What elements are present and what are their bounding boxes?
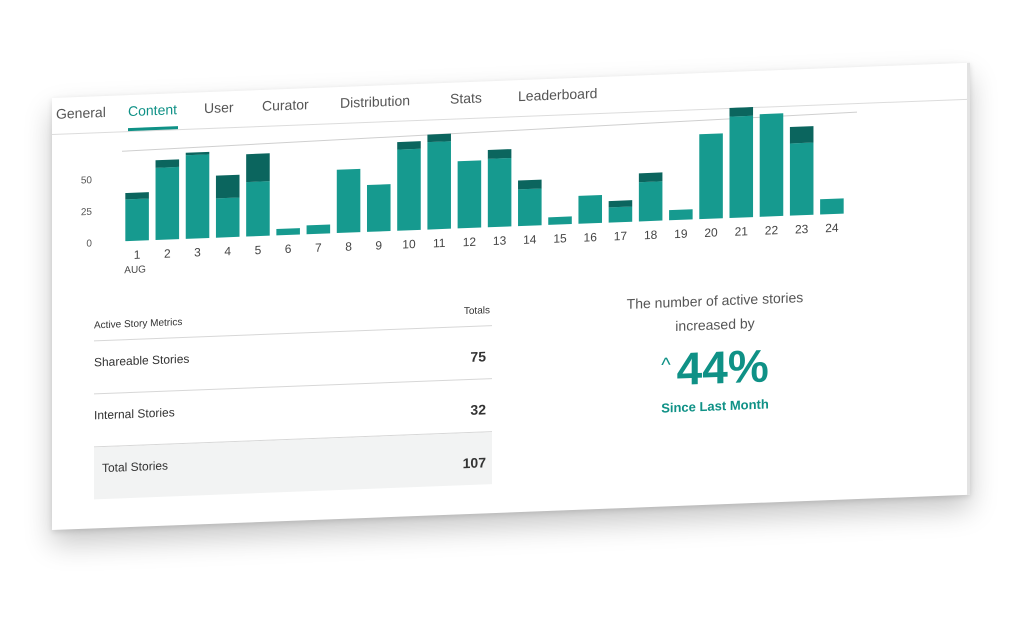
bar-segment-secondary	[185, 151, 210, 156]
x-tick-label: 7	[315, 241, 322, 255]
x-sub-label: AUG	[124, 264, 146, 276]
bar-segment-secondary	[638, 172, 663, 183]
tab-curator[interactable]: Curator	[262, 96, 309, 114]
x-tick-label: 4	[224, 244, 231, 258]
stat-since-label: Since Last Month	[661, 396, 769, 416]
bar-segment-secondary	[729, 106, 754, 117]
x-tick-label: 20	[704, 225, 718, 240]
bar-segment-primary	[669, 209, 693, 221]
metrics-row-value: 32	[470, 401, 486, 418]
bar-segment-primary	[487, 157, 512, 228]
bar-segment-primary	[215, 197, 240, 238]
stat-percent: 44%	[676, 339, 769, 396]
y-tick-label: 25	[81, 207, 93, 218]
metrics-row-value: 107	[462, 454, 486, 472]
tab-general[interactable]: General	[56, 103, 106, 122]
metrics-header-label: Active Story Metrics	[94, 316, 183, 332]
x-tick-label: 11	[433, 236, 446, 250]
metrics-row-label: Shareable Stories	[94, 351, 190, 370]
bar-segment-primary	[820, 198, 844, 215]
metrics-row-label: Total Stories	[102, 458, 169, 476]
metrics-row-value: 75	[470, 348, 486, 365]
y-tick-label: 50	[81, 175, 93, 186]
y-tick-label: 0	[86, 238, 92, 249]
x-tick-label: 3	[194, 245, 201, 259]
bar-segment-primary	[457, 160, 482, 229]
bar-segment-secondary	[397, 141, 421, 150]
bar-segment-primary	[427, 141, 451, 230]
x-tick-label: 21	[735, 224, 749, 239]
tab-distribution[interactable]: Distribution	[340, 92, 411, 111]
bar-segment-secondary	[608, 200, 633, 208]
bar-segment-primary	[699, 133, 723, 220]
bar-segment-secondary	[125, 192, 149, 200]
x-tick-label: 18	[644, 228, 658, 243]
bar-segment-primary	[246, 181, 270, 237]
x-tick-label: 6	[285, 242, 292, 256]
bar-segment-primary	[306, 224, 331, 235]
x-tick-label: 14	[523, 232, 537, 247]
bar-segment-primary	[185, 154, 210, 239]
metrics-header-totals: Totals	[463, 305, 490, 318]
active-story-metrics-table: Active Story Metrics Totals Shareable St…	[94, 299, 492, 500]
tab-leaderboard[interactable]: Leaderboard	[518, 85, 598, 105]
dashboard-card: General Content User Curator Distributio…	[52, 62, 970, 530]
bar-segment-secondary	[427, 133, 451, 143]
bar-segment-primary	[276, 228, 300, 236]
x-tick-label: 2	[164, 246, 171, 260]
x-tick-label: 1	[134, 248, 141, 262]
bar-segment-primary	[638, 181, 663, 222]
x-tick-label: 9	[375, 238, 382, 252]
bar-segment-primary	[366, 184, 391, 232]
bar-segment-secondary	[789, 126, 814, 144]
x-tick-label: 19	[674, 227, 688, 242]
x-tick-label: 16	[584, 230, 598, 245]
stat-value: ^ 44%	[600, 336, 830, 399]
x-tick-label: 10	[402, 237, 416, 252]
bar-segment-secondary	[487, 149, 512, 159]
bar-segment-primary	[155, 166, 180, 241]
bar-segment-secondary	[518, 179, 542, 190]
x-tick-label: 15	[553, 231, 567, 246]
x-tick-label: 5	[255, 243, 262, 257]
metrics-row-label: Internal Stories	[94, 405, 175, 423]
bar-segment-primary	[548, 216, 572, 225]
x-tick-label: 23	[795, 222, 809, 237]
x-tick-label: 17	[614, 229, 628, 244]
bar-segment-primary	[789, 142, 814, 216]
x-tick-label: 24	[825, 221, 839, 236]
x-tick-label: 13	[493, 234, 507, 249]
bar-segment-primary	[336, 168, 361, 234]
x-tick-label: 12	[463, 235, 477, 250]
bar-segment-primary	[729, 115, 754, 218]
bar-segment-secondary	[246, 153, 270, 183]
active-stories-stat: The number of active stories increased b…	[600, 284, 830, 418]
tab-user[interactable]: User	[204, 99, 234, 117]
x-tick-label: 22	[765, 223, 779, 238]
x-tick-label: 8	[345, 239, 352, 253]
bar-segment-primary	[578, 195, 603, 224]
bar-segment-primary	[397, 148, 421, 231]
bar-segment-primary	[608, 206, 633, 223]
bar-segment-secondary	[155, 159, 180, 168]
bar-segment-primary	[759, 113, 784, 217]
tab-content[interactable]: Content	[128, 101, 178, 120]
up-arrow-icon: ^	[661, 354, 671, 377]
bar-segment-secondary	[215, 174, 240, 199]
tab-stats[interactable]: Stats	[450, 89, 482, 107]
bar-segment-primary	[518, 188, 542, 227]
bar-segment-primary	[125, 198, 149, 242]
